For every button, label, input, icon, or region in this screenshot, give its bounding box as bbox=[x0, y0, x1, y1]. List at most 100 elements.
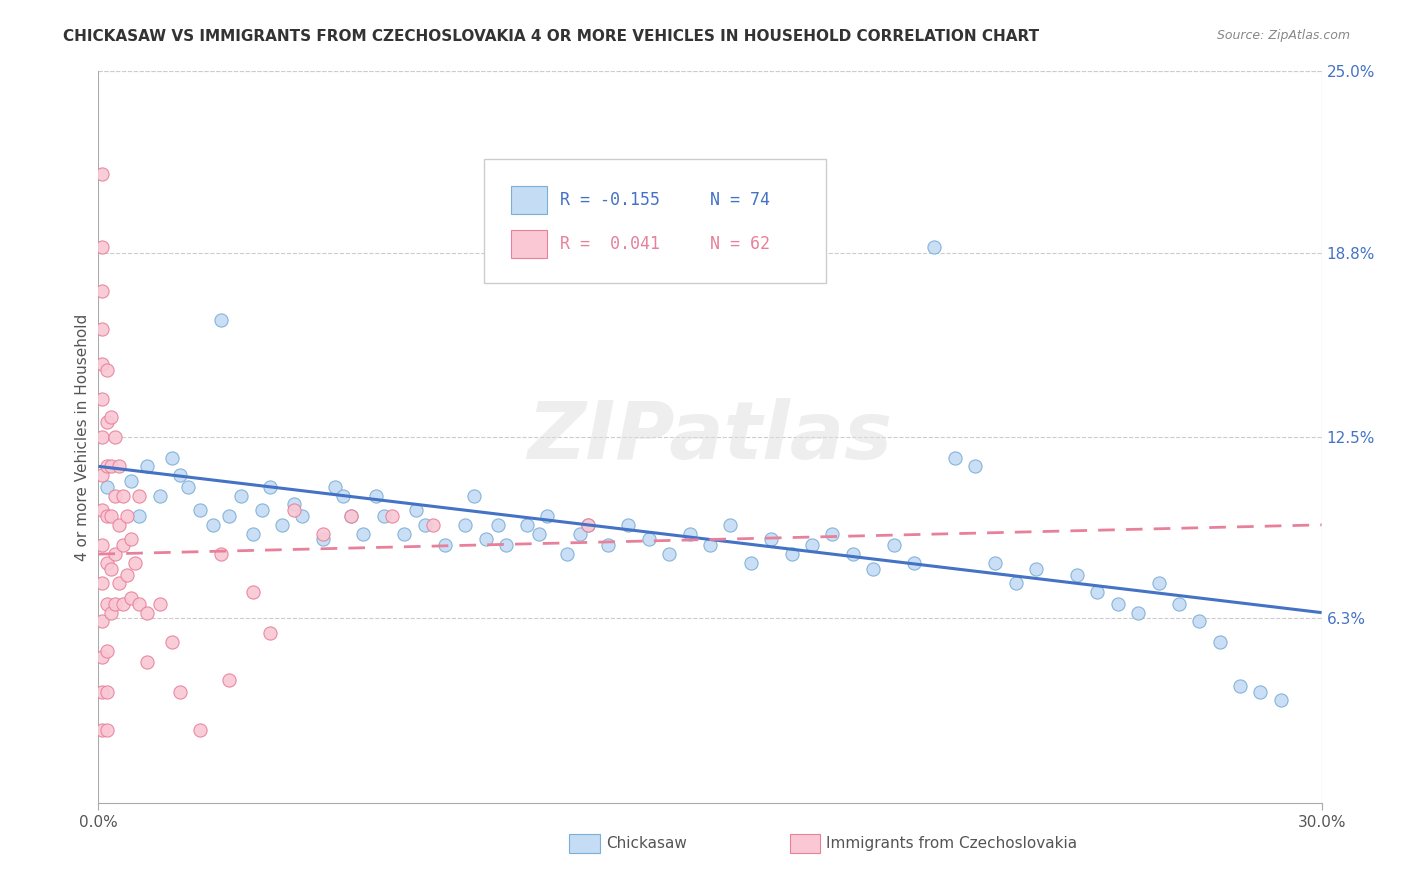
Point bbox=[381, 509, 404, 524]
Point bbox=[1188, 615, 1211, 629]
Point bbox=[96, 480, 118, 494]
Point bbox=[111, 538, 134, 552]
Point bbox=[96, 459, 118, 474]
Point bbox=[922, 240, 945, 254]
Text: R =  0.041: R = 0.041 bbox=[560, 235, 659, 253]
Point bbox=[96, 723, 118, 737]
Point bbox=[91, 430, 114, 444]
Point bbox=[761, 533, 783, 547]
Point bbox=[96, 643, 118, 657]
Point bbox=[1270, 693, 1292, 707]
Point bbox=[128, 597, 150, 611]
Point bbox=[323, 480, 346, 494]
Point bbox=[100, 409, 122, 424]
Point bbox=[373, 509, 395, 524]
Point bbox=[104, 597, 127, 611]
Point bbox=[495, 538, 517, 552]
Point bbox=[100, 606, 122, 620]
Point bbox=[903, 556, 925, 570]
Point bbox=[250, 503, 273, 517]
Point bbox=[340, 509, 363, 524]
Point bbox=[100, 562, 122, 576]
Point bbox=[104, 430, 127, 444]
Point bbox=[188, 503, 212, 517]
Point bbox=[699, 538, 721, 552]
FancyBboxPatch shape bbox=[569, 834, 600, 853]
Point bbox=[160, 635, 183, 649]
Text: N = 74: N = 74 bbox=[710, 191, 770, 209]
Point bbox=[91, 240, 114, 254]
Point bbox=[136, 459, 159, 474]
Point bbox=[1209, 635, 1232, 649]
Point bbox=[1025, 562, 1047, 576]
Point bbox=[91, 576, 114, 591]
Point bbox=[821, 526, 844, 541]
Point bbox=[576, 517, 599, 532]
Point bbox=[91, 615, 114, 629]
Point bbox=[943, 450, 966, 465]
Point bbox=[218, 509, 240, 524]
Point bbox=[516, 517, 538, 532]
Point bbox=[1249, 684, 1271, 698]
Point bbox=[883, 538, 905, 552]
Point bbox=[259, 626, 281, 640]
Point bbox=[96, 416, 118, 430]
Point bbox=[96, 509, 118, 524]
Point bbox=[242, 585, 264, 599]
Text: Source: ZipAtlas.com: Source: ZipAtlas.com bbox=[1216, 29, 1350, 42]
Point bbox=[555, 547, 579, 561]
Point bbox=[568, 526, 591, 541]
Point bbox=[91, 649, 114, 664]
Point bbox=[718, 517, 742, 532]
Point bbox=[259, 480, 281, 494]
Point bbox=[111, 597, 134, 611]
Point bbox=[104, 489, 127, 503]
Point bbox=[312, 533, 335, 547]
Point bbox=[405, 503, 427, 517]
Point bbox=[149, 489, 172, 503]
FancyBboxPatch shape bbox=[790, 834, 820, 853]
Point bbox=[658, 547, 681, 561]
Y-axis label: 4 or more Vehicles in Household: 4 or more Vehicles in Household bbox=[75, 313, 90, 561]
Point bbox=[115, 509, 138, 524]
Point bbox=[188, 723, 212, 737]
Point bbox=[169, 684, 191, 698]
Point bbox=[364, 489, 387, 503]
Point bbox=[283, 503, 305, 517]
Point bbox=[332, 489, 354, 503]
Point bbox=[392, 526, 416, 541]
Point bbox=[780, 547, 803, 561]
Point bbox=[1085, 585, 1108, 599]
Text: Immigrants from Czechoslovakia: Immigrants from Czechoslovakia bbox=[827, 836, 1077, 851]
Point bbox=[120, 474, 142, 488]
Point bbox=[312, 526, 335, 541]
Point bbox=[474, 533, 498, 547]
Point bbox=[108, 576, 131, 591]
Point bbox=[91, 503, 114, 517]
FancyBboxPatch shape bbox=[510, 186, 547, 214]
Point bbox=[149, 597, 172, 611]
Point bbox=[1229, 679, 1251, 693]
Point bbox=[136, 606, 159, 620]
Point bbox=[91, 392, 114, 406]
Point bbox=[91, 357, 114, 371]
Point bbox=[231, 489, 253, 503]
Point bbox=[209, 547, 232, 561]
Point bbox=[841, 547, 863, 561]
FancyBboxPatch shape bbox=[484, 159, 827, 284]
Point bbox=[242, 526, 264, 541]
Text: N = 62: N = 62 bbox=[710, 235, 770, 253]
Point bbox=[96, 684, 118, 698]
Point bbox=[96, 363, 118, 377]
Point bbox=[96, 556, 118, 570]
Text: R = -0.155: R = -0.155 bbox=[560, 191, 659, 209]
Point bbox=[124, 556, 146, 570]
Point bbox=[1004, 576, 1026, 591]
Point bbox=[115, 567, 138, 582]
Point bbox=[679, 526, 702, 541]
Point bbox=[434, 538, 457, 552]
Point bbox=[177, 480, 200, 494]
Point bbox=[801, 538, 824, 552]
Point bbox=[340, 509, 363, 524]
Text: CHICKASAW VS IMMIGRANTS FROM CZECHOSLOVAKIA 4 OR MORE VEHICLES IN HOUSEHOLD CORR: CHICKASAW VS IMMIGRANTS FROM CZECHOSLOVA… bbox=[63, 29, 1039, 44]
